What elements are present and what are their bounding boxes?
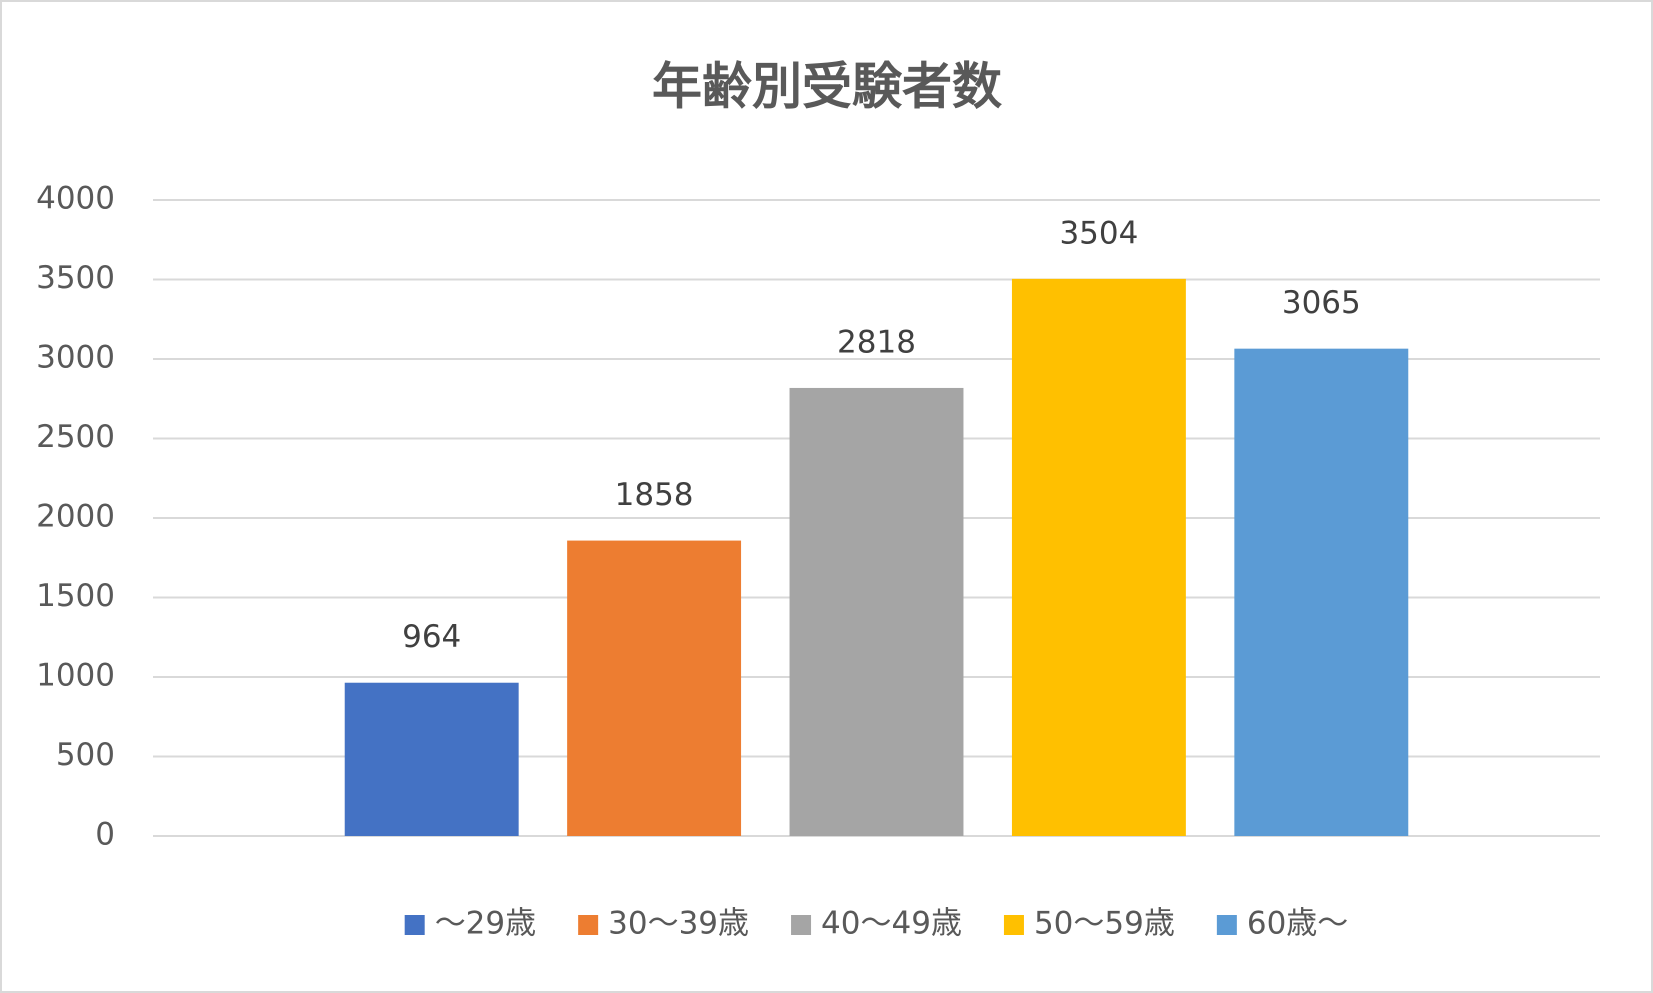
legend-swatch (404, 915, 425, 935)
bar (789, 387, 964, 836)
data-label: 3065 (1282, 285, 1361, 321)
legend-swatch (1003, 915, 1024, 935)
bar (1011, 278, 1186, 836)
y-tick-label: 3500 (36, 260, 115, 296)
bar (567, 540, 742, 836)
y-tick-label: 4000 (36, 181, 115, 217)
chart-title: 年齢別受験者数 (652, 58, 1002, 116)
legend-label: 60歳～ (1247, 906, 1348, 942)
bar (1234, 348, 1409, 836)
data-label: 964 (402, 619, 461, 655)
y-tick-label: 1000 (36, 658, 115, 694)
legend-label: 50～59歳 (1034, 906, 1175, 942)
y-tick-label: 1500 (36, 578, 115, 614)
y-tick-label: 3000 (36, 340, 115, 376)
y-tick-label: 2500 (36, 419, 115, 455)
legend-label: ～29歳 (435, 906, 536, 942)
data-label: 2818 (837, 324, 916, 360)
bar (344, 682, 519, 836)
data-label: 3504 (1059, 215, 1138, 251)
y-tick-label: 2000 (36, 499, 115, 535)
y-tick-label: 0 (95, 817, 115, 853)
legend-swatch (578, 915, 599, 935)
legend-label: 40～49歳 (821, 906, 962, 942)
legend-swatch (791, 915, 812, 935)
y-tick-label: 500 (56, 737, 115, 773)
legend-swatch (1216, 915, 1237, 935)
legend-label: 30～39歳 (608, 906, 749, 942)
data-label: 1858 (615, 477, 694, 513)
